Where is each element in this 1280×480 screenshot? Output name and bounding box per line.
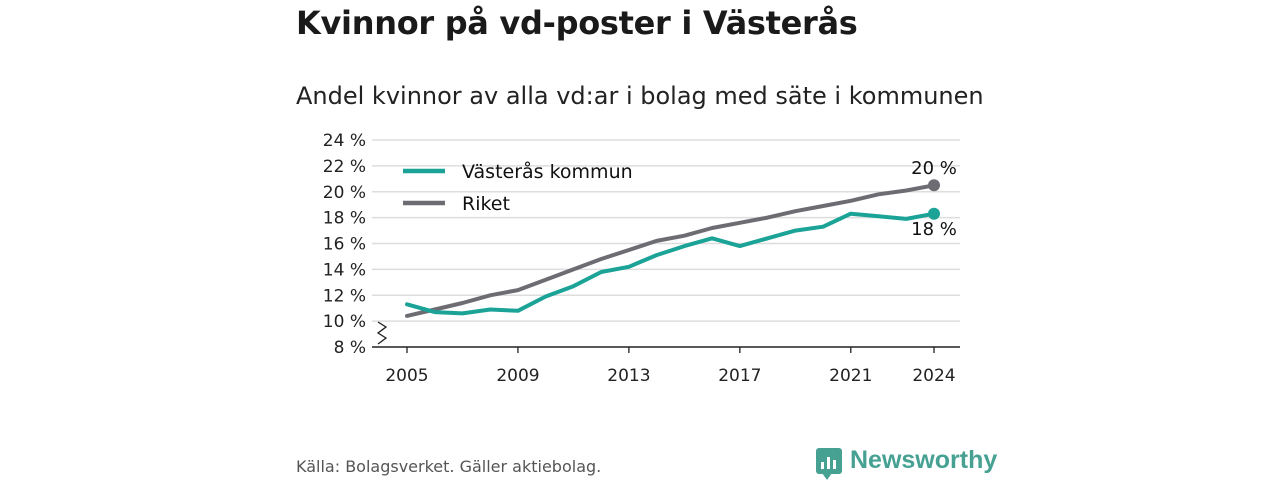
end-point-riket <box>928 179 940 192</box>
x-tick-label: 2005 <box>385 366 428 386</box>
x-tick-label: 2009 <box>496 366 539 386</box>
end-labels: 20 % 18 % <box>911 158 957 240</box>
bar-chart-speech-bubble-icon <box>816 447 842 480</box>
y-axis-ticks: 8 % 10 % 12 % 14 % 16 % 18 % 20 % 22 % 24 % <box>323 131 388 358</box>
x-axis: 2005 2009 2013 2017 2021 2024 <box>372 346 960 386</box>
y-tick-label: 22 % <box>323 157 366 177</box>
y-tick-label: 8 % <box>334 338 366 358</box>
end-label-riket: 20 % <box>911 158 957 179</box>
y-tick-label: 14 % <box>323 260 366 280</box>
chart-subtitle: Andel kvinnor av alla vd:ar i bolag med … <box>296 82 984 110</box>
gridlines <box>372 139 960 322</box>
y-tick-label: 18 % <box>323 209 366 229</box>
series-line-vasteras <box>405 211 936 316</box>
y-tick-label: 10 % <box>323 312 366 332</box>
source-note: Källa: Bolagsverket. Gäller aktiebolag. <box>296 457 602 476</box>
brand-logo: Newsworthy <box>816 446 998 480</box>
line-chart: 8 % 10 % 12 % 14 % 16 % 18 % 20 % 22 % 24 % 2005… <box>323 131 960 386</box>
x-tick-label: 2013 <box>607 366 650 386</box>
y-tick-label: 12 % <box>323 286 366 306</box>
end-label-vasteras: 18 % <box>911 219 957 240</box>
axis-break-icon <box>376 321 388 345</box>
y-tick-label: 24 % <box>323 131 366 151</box>
y-tick-label: 16 % <box>323 235 366 255</box>
end-point-vasteras <box>928 207 940 220</box>
chart-title: Kvinnor på vd-poster i Västerås <box>296 4 858 42</box>
x-tick-label: 2024 <box>912 366 955 386</box>
legend-label: Riket <box>462 193 510 215</box>
brand-name: Newsworthy <box>850 446 998 474</box>
x-tick-label: 2017 <box>718 366 761 386</box>
legend: Västerås kommun Riket <box>403 160 633 215</box>
x-tick-label: 2021 <box>829 366 872 386</box>
series-line-riket <box>405 183 936 318</box>
series-lines <box>405 179 940 318</box>
y-tick-label: 20 % <box>323 183 366 203</box>
legend-label: Västerås kommun <box>462 160 633 183</box>
